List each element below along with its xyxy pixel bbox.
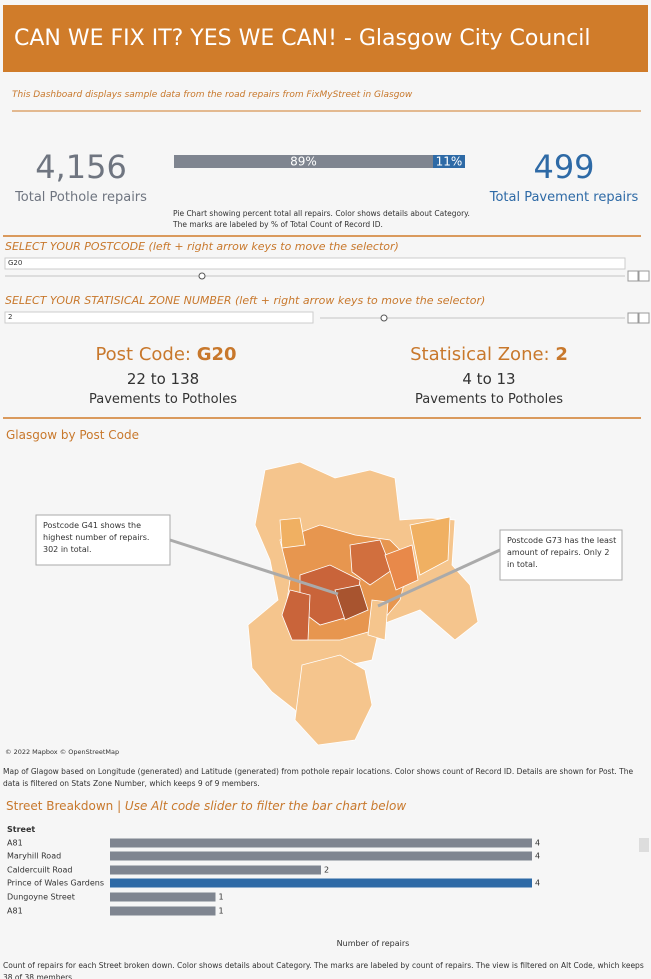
region	[294, 654, 373, 746]
card-range: 4 to 13	[462, 370, 516, 388]
region	[349, 539, 393, 586]
bar	[110, 851, 532, 861]
kpi-value: 4,156	[35, 148, 127, 186]
chart-title: Street Breakdown	[6, 799, 114, 813]
map-caption: Map of Glagow based on Longitude (genera…	[3, 767, 634, 788]
chart-note: Pie Chart showing percent total all repa…	[173, 209, 470, 229]
region	[334, 584, 369, 621]
prev-button[interactable]	[627, 270, 639, 282]
card-label: Statisical Zone:	[410, 344, 556, 365]
bar	[110, 865, 321, 875]
card-title: Statisical Zone: 2	[326, 344, 651, 365]
card-caption: Pavements to Potholes	[414, 392, 563, 407]
next-button[interactable]	[638, 312, 650, 324]
split-segment	[174, 155, 433, 168]
zone-input[interactable]	[4, 311, 314, 324]
annotation-arrow	[169, 538, 339, 596]
split-label: 89%	[290, 155, 317, 169]
annotation-box	[499, 529, 623, 581]
region	[279, 517, 306, 549]
postcode-input[interactable]	[4, 257, 626, 270]
bar-value-label: 2	[324, 866, 329, 875]
category-label: Maryhill Road	[7, 852, 61, 861]
bar-value-label: 4	[535, 839, 540, 848]
prev-button[interactable]	[627, 312, 639, 324]
map	[247, 461, 479, 746]
kpi-value: 499	[533, 148, 595, 186]
selector-label: SELECT YOUR STATISICAL ZONE NUMBER (left…	[5, 294, 486, 307]
column-header: Street	[7, 825, 36, 834]
slider-handle[interactable]	[198, 272, 206, 280]
card-range: 22 to 138	[126, 370, 200, 388]
split-label: 11%	[436, 155, 463, 169]
kpi-label: Total Pavement repairs	[489, 190, 639, 205]
map-credit: © 2022 Mapbox © OpenStreetMap	[5, 748, 120, 756]
x-axis-label: Number of repairs	[336, 939, 410, 948]
card-title: Post Code: G20	[0, 344, 332, 365]
bar-value-label: 1	[219, 907, 224, 916]
card-value: G20	[196, 344, 237, 365]
category-label: Dungoyne Street	[7, 893, 75, 902]
region	[409, 516, 451, 576]
region	[367, 599, 389, 641]
region	[384, 544, 419, 591]
annotation-arrow	[377, 548, 501, 608]
bar	[110, 878, 532, 888]
header-band	[3, 5, 648, 72]
selector-value[interactable]: 2	[8, 313, 13, 321]
kpi-label: Total Pothole repairs	[15, 190, 147, 205]
next-button[interactable]	[638, 270, 650, 282]
bar-value-label: 4	[535, 879, 540, 888]
intro: This Dashboard displays sample data from…	[12, 90, 413, 100]
bar	[110, 906, 216, 916]
annotation: Postcode G73 has the least amount of rep…	[507, 536, 617, 569]
card-caption: Pavements to Potholes	[88, 392, 237, 407]
scrollbar[interactable]	[639, 838, 649, 852]
annotation: Postcode G41 shows the highest number of…	[43, 521, 150, 554]
category-label: A81	[7, 839, 23, 848]
chart-caption: Count of repairs for each Street broken …	[3, 961, 644, 979]
selector-value[interactable]: G20	[8, 259, 23, 267]
category-label: Prince of Wales Gardens	[7, 879, 104, 888]
region	[281, 589, 311, 641]
card-label: Post Code:	[95, 344, 197, 365]
bar-value-label: 4	[535, 852, 540, 861]
slider-handle[interactable]	[380, 314, 388, 322]
bar	[110, 838, 532, 848]
split-segment	[432, 155, 465, 168]
card-value: 2	[555, 344, 568, 365]
selector-label: SELECT YOUR POSTCODE (left + right arrow…	[5, 240, 399, 253]
chart-subtitle: Use Alt code slider to filter the bar ch…	[124, 799, 407, 813]
bar-value-label: 1	[219, 893, 224, 902]
category-label: Caldercuilt Road	[7, 866, 73, 875]
bar	[110, 892, 216, 902]
category-label: A81	[7, 907, 23, 916]
title: CAN WE FIX IT? YES WE CAN! - Glasgow Cit…	[14, 26, 591, 51]
chart-heading: Street Breakdown | Use Alt code slider t…	[6, 799, 407, 813]
map-title: Glasgow by Post Code	[6, 428, 140, 442]
